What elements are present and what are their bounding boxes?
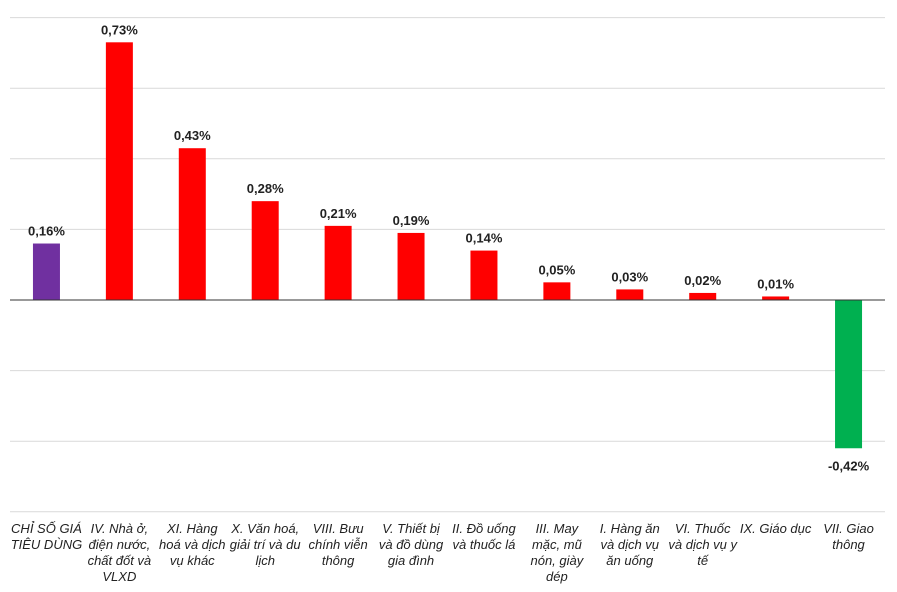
category-label: VIII. Bưu chính viễn thông — [308, 521, 368, 568]
bar — [178, 148, 206, 300]
bar — [616, 289, 644, 300]
value-label: 0,73% — [101, 22, 138, 37]
gridlines — [10, 17, 885, 513]
value-label: 0,05% — [538, 262, 575, 277]
value-label: 0,14% — [466, 231, 503, 246]
bar — [397, 232, 425, 300]
bar — [324, 225, 352, 300]
category-label: III. May mặc, mũ nón, giày dép — [530, 521, 584, 584]
value-labels: 0,16% 0,73% 0,43% 0,28% 0,21% 0,19% 0,14% 0,05%… — [28, 22, 870, 473]
value-label: -0,42% — [828, 458, 870, 473]
bar — [543, 282, 571, 300]
category-label: X. Văn hoá, giải trí và du lịch — [229, 521, 301, 568]
category-label: IX. Giáo dục — [739, 521, 812, 536]
category-label: V. Thiết bị và đồ dùng gia đình — [378, 521, 444, 568]
value-label: 0,01% — [757, 276, 794, 291]
value-label: 0,43% — [174, 128, 211, 143]
bars — [32, 42, 863, 449]
category-label: IV. Nhà ở, điện nước, chất đốt và VLXD — [87, 521, 152, 584]
category-label: VI. Thuốc và dịch vụ y tế — [668, 521, 738, 568]
category-label: II. Đồ uống và thuốc lá — [452, 521, 516, 552]
value-label: 0,19% — [393, 213, 430, 228]
value-label: 0,02% — [684, 273, 721, 288]
bar — [835, 300, 863, 449]
category-label: I. Hàng ăn và dịch vụ ăn uống — [599, 521, 660, 568]
bar — [689, 292, 717, 300]
bar — [762, 296, 790, 300]
bar — [251, 201, 279, 300]
value-label: 0,21% — [320, 206, 357, 221]
category-label: VII. Giao thông — [823, 521, 874, 552]
category-label: CHỈ SỐ GIÁ TIÊU DÙNG — [10, 521, 83, 552]
value-label: 0,28% — [247, 181, 284, 196]
bar — [470, 250, 498, 300]
bar — [105, 42, 133, 301]
category-label: XI. Hàng hoá và dịch vụ khác — [159, 521, 226, 568]
bar — [32, 243, 60, 300]
value-label: 0,16% — [28, 224, 65, 239]
value-label: 0,03% — [611, 269, 648, 284]
